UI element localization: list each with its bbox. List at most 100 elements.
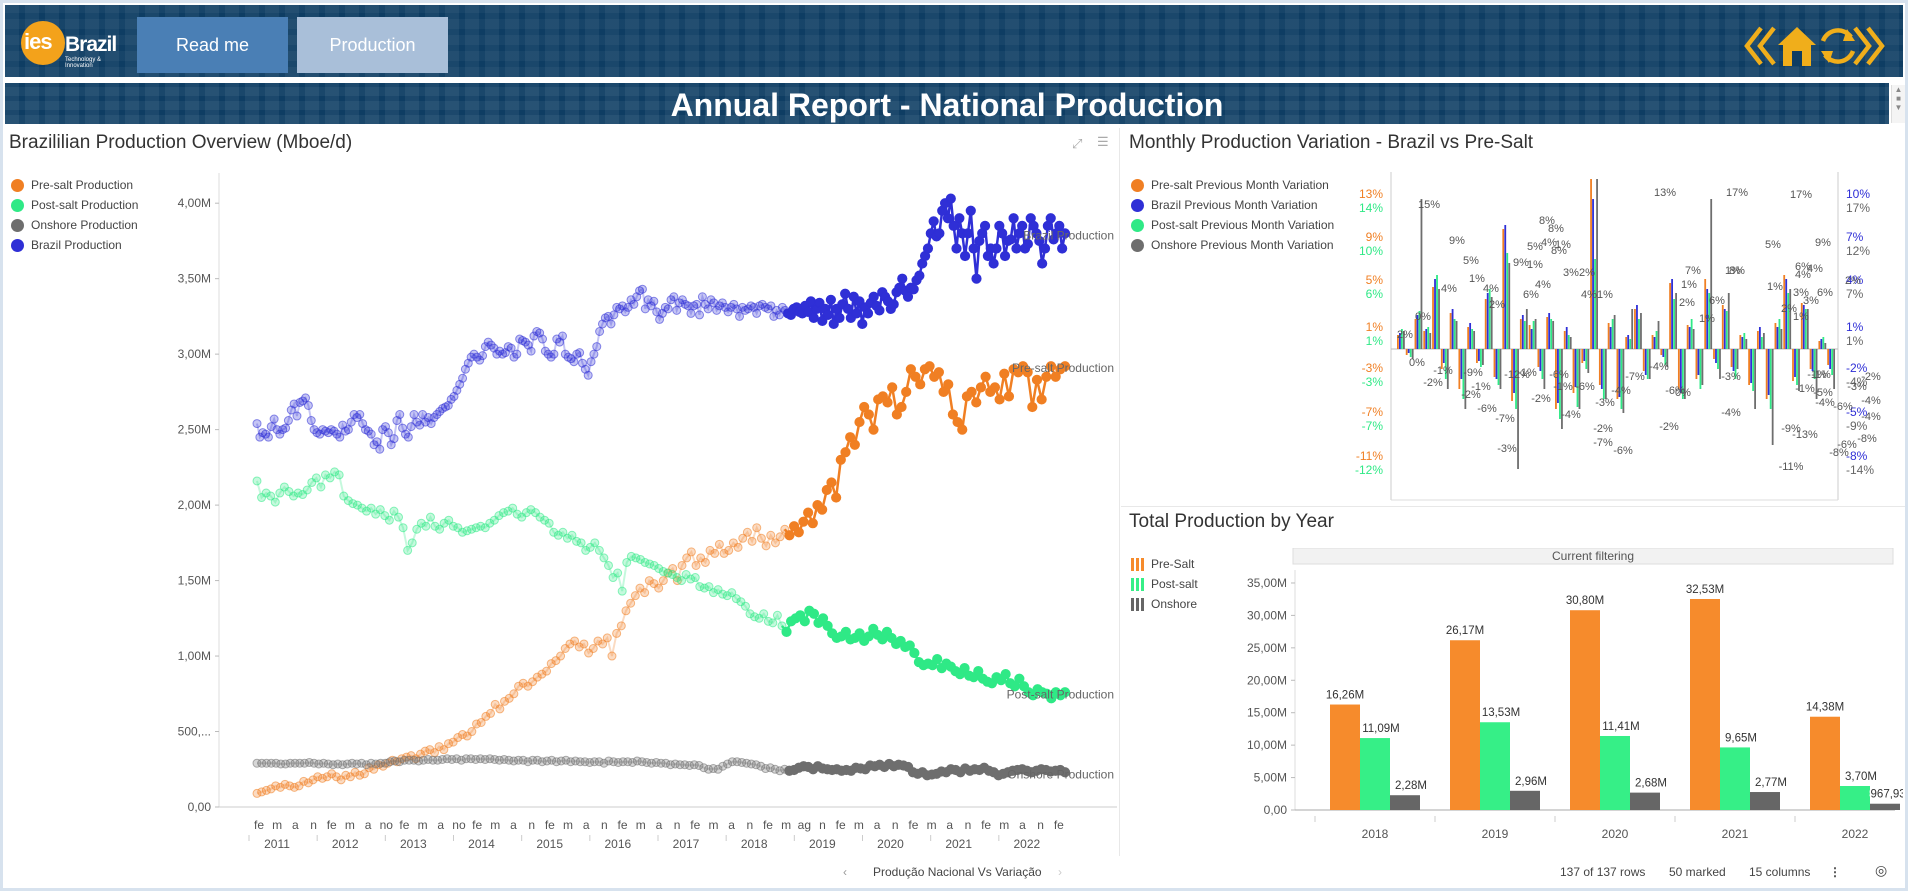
x-month-label: a (292, 818, 299, 832)
data-point (383, 428, 393, 438)
chevron-left-double-icon[interactable] (1744, 26, 1776, 66)
variation-bar-chart[interactable]: 13% 9% 5% 1% -3% -7% -11% 14% 10% 6% 1% -3% -7% -12% 1… (1343, 168, 1893, 503)
chevron-right-double-icon[interactable] (1853, 26, 1885, 66)
data-point (421, 521, 431, 531)
x-month-label: no (452, 818, 466, 832)
variation-bar (1827, 349, 1830, 365)
data-point (375, 505, 385, 515)
data-point (727, 757, 737, 767)
data-point (840, 626, 851, 637)
variation-bar (1734, 349, 1737, 379)
page-nav-label[interactable]: Produção Nacional Vs Variação (873, 865, 1042, 879)
series-line-faded (256, 525, 786, 795)
variation-bar (1796, 349, 1798, 385)
right-tick-label-brazil: -2% (1846, 361, 1868, 375)
data-point (350, 767, 360, 777)
data-point (966, 386, 977, 397)
read-me-button[interactable]: Read me (137, 17, 288, 73)
data-point (325, 473, 335, 483)
variation-bar (1686, 325, 1689, 349)
legend-item[interactable]: Brazil Production (11, 235, 138, 255)
variation-bar (1401, 329, 1403, 349)
data-point (562, 533, 572, 543)
data-point (453, 733, 463, 743)
legend-item[interactable]: Post-salt Production (11, 195, 138, 215)
legend-item[interactable]: Onshore Production (11, 215, 138, 235)
variation-data-label: 1% (1767, 281, 1783, 293)
prev-page-icon[interactable]: ‹ (843, 865, 847, 879)
legend-item[interactable]: Onshore Previous Month Variation (1131, 235, 1334, 255)
variation-data-label: -4% (1861, 395, 1881, 407)
production-button[interactable]: Production (297, 17, 448, 73)
legend-item[interactable]: Pre-salt Previous Month Variation (1131, 175, 1334, 195)
page-scrollbar[interactable]: ▲ ■ ▼ (1891, 85, 1905, 123)
data-point (327, 769, 337, 779)
data-point (947, 409, 959, 420)
data-point (1059, 228, 1071, 239)
data-point (575, 757, 585, 767)
variation-bar (1798, 349, 1800, 391)
data-point (589, 349, 599, 359)
variation-bar (1409, 349, 1412, 357)
variation-bar (1789, 289, 1792, 349)
data-point (308, 775, 318, 785)
variation-bar (1800, 303, 1803, 349)
legend-item[interactable]: Post-salt (1131, 574, 1198, 594)
variation-data-label: 1% (1527, 259, 1543, 271)
data-point (480, 523, 490, 533)
variation-bar (1397, 335, 1399, 349)
data-point (412, 524, 422, 534)
data-point (576, 538, 586, 548)
variation-bar (1493, 349, 1496, 377)
data-point (649, 296, 659, 306)
variation-bar (1567, 335, 1570, 349)
variation-bar (1581, 349, 1584, 363)
x-year-label: 2012 (332, 837, 359, 851)
y-tick-label: 2,50M (178, 423, 211, 437)
data-point (266, 491, 276, 501)
variation-data-label: 2% (1397, 329, 1413, 341)
refresh-icon[interactable] (1820, 28, 1856, 64)
legend-swatch (11, 198, 24, 212)
y-tick-label: 0,00 (188, 800, 212, 814)
variation-data-label: -1% (1811, 369, 1831, 381)
legend-item[interactable]: Post-salt Previous Month Variation (1131, 215, 1334, 235)
y-tick-label: 5,00M (1254, 771, 1287, 785)
legend-item[interactable]: Brazil Previous Month Variation (1131, 195, 1334, 215)
data-point (558, 527, 568, 537)
variation-bar (1833, 349, 1836, 389)
variation-data-label: 5% (1765, 239, 1781, 251)
data-point (733, 542, 743, 552)
x-month-label: m (708, 818, 718, 832)
legend-item[interactable]: Onshore (1131, 594, 1198, 614)
y-tick-label: 15,00M (1247, 706, 1287, 720)
data-point (724, 545, 734, 555)
next-page-icon[interactable]: › (1058, 865, 1062, 879)
more-options-icon[interactable]: ⋮ (1829, 865, 1841, 879)
list-icon[interactable]: ☰ (1097, 134, 1109, 149)
overview-line-chart[interactable]: 0,00 500,... 1,00M 1,50M 2,00M 2,50M 3,00M 3,50… (153, 163, 1118, 853)
data-point (518, 678, 528, 688)
x-month-label: fe (908, 818, 918, 832)
filter-header-label: Current filtering (1552, 549, 1634, 563)
data-point (775, 532, 785, 542)
variation-bar (1769, 349, 1772, 409)
y-tick-label: 30,00M (1247, 608, 1287, 622)
variation-bar (1813, 349, 1816, 379)
data-point (462, 731, 472, 741)
variation-bar (1519, 319, 1522, 349)
x-category-label: 2019 (1482, 827, 1509, 841)
data-point (316, 482, 326, 492)
variation-data-label: -4% (1611, 385, 1631, 397)
data-point (270, 497, 280, 507)
legend-item[interactable]: Pre-salt Production (11, 175, 138, 195)
globe-icon[interactable]: ◎ (1875, 862, 1888, 878)
data-point (622, 557, 632, 567)
legend-item[interactable]: Pre-Salt (1131, 554, 1198, 574)
data-point (649, 560, 659, 570)
yearly-bar-chart[interactable]: Current filtering 0,00 5,00M 10,00M 15,00M 20… (1233, 548, 1903, 853)
data-point (713, 764, 723, 774)
expand-icon[interactable]: ⤢ (1072, 136, 1083, 151)
home-icon[interactable] (1778, 27, 1816, 66)
data-point (635, 583, 645, 593)
